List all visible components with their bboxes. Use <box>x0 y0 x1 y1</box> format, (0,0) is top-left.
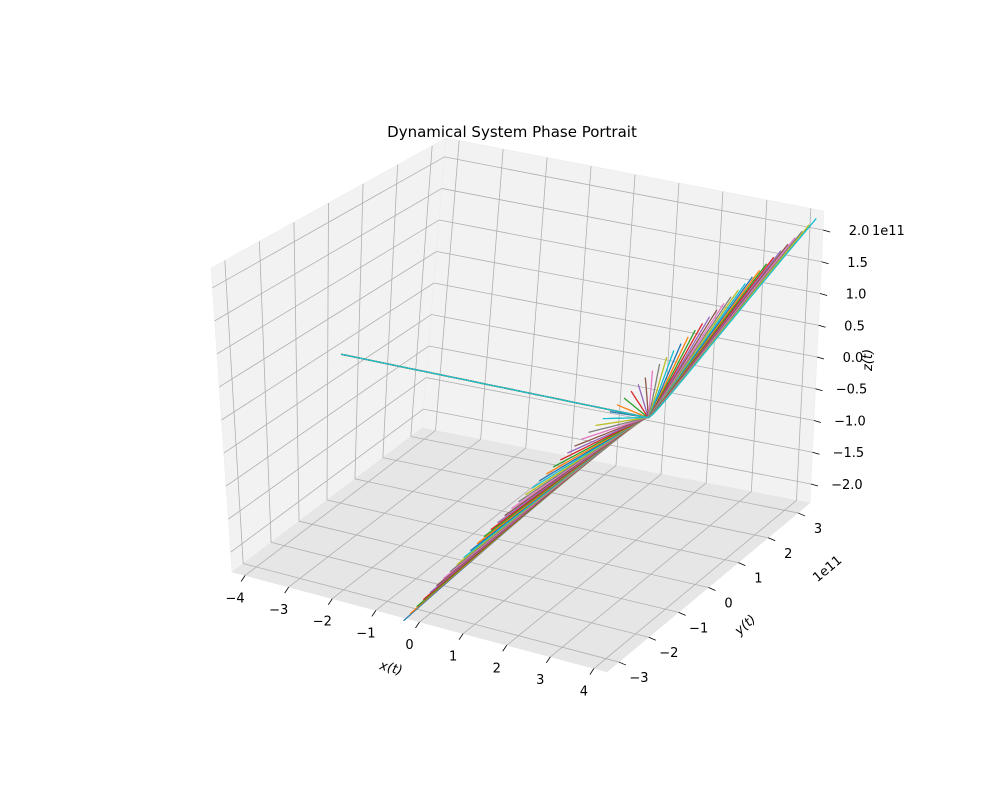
trajectory-line <box>341 217 817 419</box>
z-tick-label: −0.5 <box>836 383 868 398</box>
trajectories <box>341 217 817 622</box>
z-grid-left <box>214 188 443 322</box>
z-tick-label: 1.5 <box>847 256 868 271</box>
z-grid-back <box>423 408 811 485</box>
y-tick-label: 2 <box>784 547 792 562</box>
z-grid-left <box>225 345 430 487</box>
y-grid-floor <box>326 499 709 588</box>
y-tick-mark <box>678 611 686 616</box>
y-offset-label: 1e11 <box>810 553 845 586</box>
x-tick-label: −4 <box>225 591 244 606</box>
z-grid-left <box>216 219 440 355</box>
z-grid-left <box>221 282 435 421</box>
z-tick-label: −2.0 <box>831 478 863 493</box>
z-tick-label: 2.0 <box>849 224 870 239</box>
x-tick-label: −1 <box>356 626 375 641</box>
x-tick-mark <box>371 610 377 617</box>
z-grid-left <box>219 251 437 388</box>
y-axis-label: y(t) <box>731 612 759 639</box>
x-tick-mark <box>589 668 595 675</box>
x-tick-mark <box>545 656 551 664</box>
y-tick-label: 0 <box>724 597 732 612</box>
x-tick-label: 0 <box>405 638 413 653</box>
z-grid-left <box>230 408 424 553</box>
z-axis-label: z(t) <box>861 349 876 372</box>
z-tick-label: −1.5 <box>833 446 865 461</box>
x-tick-label: 3 <box>536 673 544 688</box>
z-tick-mark <box>813 420 822 423</box>
tick-labels: −4 −3 −2 −1 0 1 2 3 4 −3 −2 −1 0 1 2 3 −2.0 −1.5 −1.0 −0.5 0… <box>225 224 869 699</box>
y-tick-label: 1 <box>754 572 762 587</box>
x-tick-mark <box>327 598 333 605</box>
y-grid-floor <box>271 541 649 638</box>
y-grid-floor <box>410 436 799 514</box>
z-grid-back <box>436 251 819 326</box>
z-tick-mark <box>815 388 823 392</box>
z-grid-left <box>228 377 427 520</box>
z-grid-back <box>444 156 824 231</box>
x-tick-label: 4 <box>580 685 588 700</box>
z-grid-back <box>431 314 816 390</box>
z-tick-label: 0.5 <box>844 319 865 334</box>
x-tick-label: 2 <box>493 661 501 676</box>
y-tick-label: −1 <box>689 621 708 636</box>
y-grid-floor <box>298 520 679 613</box>
z-grid-back <box>428 345 815 421</box>
y-tick-mark <box>618 661 627 666</box>
z-tick-label: 1.0 <box>846 288 867 303</box>
y-tick-mark <box>708 587 716 591</box>
z-offset-label: 1e11 <box>872 224 905 239</box>
floor-pane <box>231 427 811 673</box>
y-tick-mark <box>648 636 656 641</box>
x-tick-mark <box>415 621 420 629</box>
z-tick-mark <box>812 451 820 455</box>
y-tick-label: −3 <box>629 671 648 686</box>
z-tick-mark <box>821 261 829 265</box>
x-tick-label: −3 <box>269 603 288 618</box>
z-tick-mark <box>816 356 825 360</box>
chart-title: Dynamical System Phase Portrait <box>387 123 637 141</box>
y-tick-label: 3 <box>814 522 822 537</box>
x-axis-label: x(t) <box>377 658 404 679</box>
y-tick-mark <box>738 562 746 567</box>
y-tick-mark <box>768 537 776 542</box>
x-tick-mark <box>458 633 464 640</box>
y-grid-floor <box>354 478 739 564</box>
z-tick-label: 0.0 <box>843 351 864 366</box>
x-tick-label: 1 <box>449 650 457 665</box>
z-grid-back <box>426 377 813 453</box>
y-grid-floor <box>382 457 769 539</box>
x-tick-mark <box>284 586 290 594</box>
y-tick-label: −2 <box>659 646 678 661</box>
y-grid-floor <box>243 563 620 663</box>
axis-panes <box>210 137 825 673</box>
z-grid-back <box>441 188 822 263</box>
z-grid-left <box>212 156 445 289</box>
x-tick-mark <box>240 575 246 582</box>
x-tick-label: −2 <box>313 615 332 630</box>
z-tick-mark <box>810 483 819 487</box>
z-grid-back <box>433 282 818 358</box>
z-tick-label: −1.0 <box>834 414 866 429</box>
y-tick-mark <box>797 512 806 517</box>
z-tick-mark <box>818 324 826 328</box>
z-grid-left <box>223 314 432 454</box>
x-tick-mark <box>502 645 508 652</box>
grid-lines <box>212 140 824 669</box>
z-tick-mark <box>819 293 828 296</box>
z-tick-mark <box>822 229 831 233</box>
